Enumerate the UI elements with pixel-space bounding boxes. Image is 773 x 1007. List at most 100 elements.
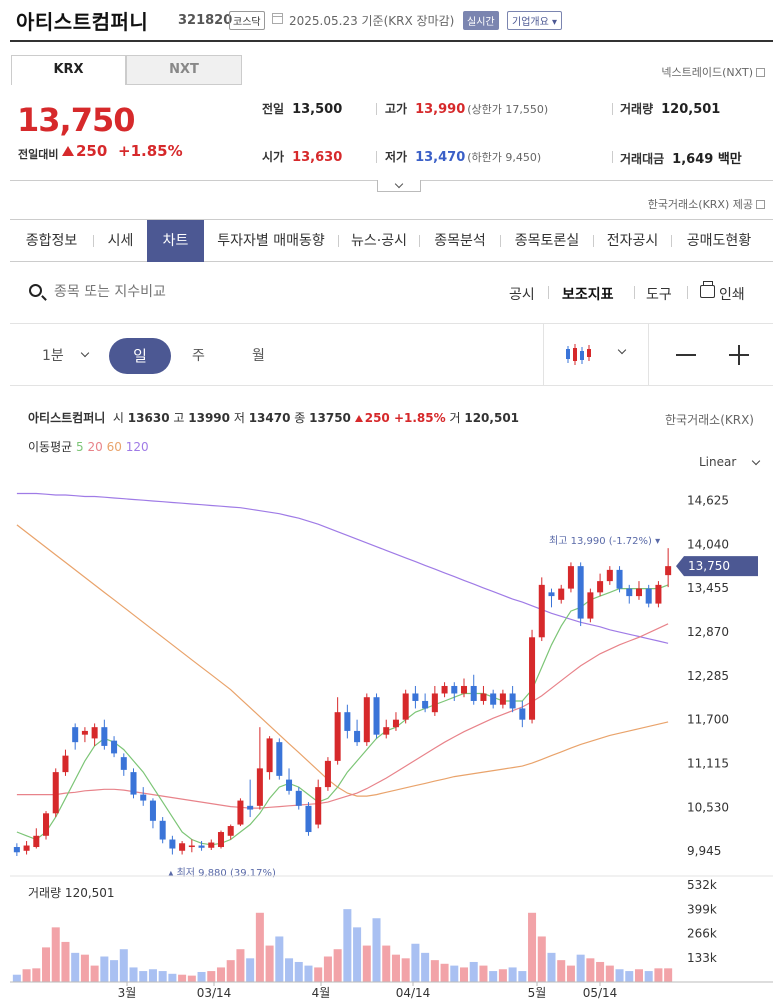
- nxt-link[interactable]: 넥스트레이드(NXT): [661, 64, 765, 80]
- volume-bar: [148, 969, 157, 982]
- candle: [577, 566, 584, 619]
- candle: [363, 697, 370, 743]
- low-label: 저: [233, 411, 245, 425]
- candle: [635, 588, 642, 597]
- tab-nxt[interactable]: NXT: [126, 55, 242, 85]
- candle: [159, 820, 166, 840]
- change-percent: +1.85%: [118, 142, 183, 160]
- close-label: 종: [294, 411, 306, 425]
- volume-bar: [178, 974, 187, 982]
- tab-krx[interactable]: KRX: [11, 55, 126, 85]
- tool-disclosure[interactable]: 공시: [509, 287, 535, 303]
- trade-amount-value: 1,649 백만: [672, 152, 742, 167]
- x-tick-label: 4월: [312, 986, 331, 1000]
- divider: [338, 235, 339, 247]
- tab-analysis[interactable]: 종목분석: [434, 233, 486, 249]
- candle: [101, 727, 108, 746]
- tab-news[interactable]: 뉴스·공시: [351, 233, 407, 249]
- period-week[interactable]: 주: [192, 348, 205, 364]
- volume-bar: [508, 967, 517, 982]
- tab-discussion[interactable]: 종목토론실: [514, 233, 580, 249]
- period-minute[interactable]: 1분: [42, 348, 64, 364]
- up-arrow-icon: [62, 146, 74, 156]
- current-price: 13,750: [17, 101, 135, 139]
- volume-bar: [343, 909, 352, 982]
- x-tick-label: 03/14: [197, 986, 232, 1000]
- main-nav: 종합정보 시세 차트 투자자별 매매동향 뉴스·공시 종목분석 종목토론실 전자…: [10, 219, 773, 262]
- candle: [373, 697, 380, 735]
- volume-bar: [119, 949, 128, 982]
- company-overview-dropdown[interactable]: 기업개요 ▾: [507, 11, 563, 30]
- x-tick-label: 5월: [528, 986, 547, 1000]
- tool-drawing[interactable]: 도구: [646, 287, 672, 303]
- volume-title: 거래량 120,501: [28, 886, 115, 900]
- live-badge[interactable]: 실시간: [463, 11, 499, 30]
- change-label: 전일대비: [18, 148, 59, 161]
- candle: [383, 727, 390, 735]
- candlestick-icon[interactable]: [565, 343, 595, 367]
- divider: [687, 286, 688, 299]
- zoom-in-button[interactable]: [729, 347, 749, 363]
- volume-bar: [187, 975, 196, 982]
- ma5-legend: 5: [76, 440, 84, 454]
- candle: [179, 843, 186, 851]
- candle: [276, 742, 283, 776]
- open-label: 시: [112, 411, 124, 425]
- low-value: 13470: [248, 411, 291, 425]
- zoom-out-button[interactable]: [676, 354, 696, 356]
- data-provider[interactable]: 한국거래소(KRX) 제공: [648, 196, 765, 212]
- current-price-tag: [676, 556, 758, 577]
- volume-bar: [586, 958, 595, 982]
- volume-bar: [216, 967, 226, 982]
- volume-bar: [12, 974, 21, 982]
- external-link-icon: [756, 200, 765, 209]
- divider: [612, 103, 613, 115]
- volume-bar: [110, 960, 119, 982]
- volume-bar: [353, 927, 362, 982]
- expand-toggle[interactable]: [377, 180, 421, 192]
- ma120-legend: 120: [125, 440, 149, 454]
- candle: [208, 842, 215, 848]
- tab-price[interactable]: 시세: [107, 233, 134, 249]
- x-tick-label: 05/14: [583, 986, 618, 1000]
- tool-print[interactable]: 인쇄: [719, 287, 745, 303]
- scale-selector[interactable]: Linear: [699, 455, 737, 469]
- search-icon[interactable]: [29, 284, 42, 297]
- candle: [665, 566, 672, 576]
- volume-bar: [304, 965, 313, 982]
- open-value: 13,630: [292, 150, 343, 165]
- volume-bar: [90, 965, 99, 982]
- volume-bar: [61, 941, 70, 982]
- volume-bar: [255, 912, 264, 982]
- divider: [648, 324, 649, 385]
- high-value: 13990: [188, 411, 230, 425]
- moving-average-legend[interactable]: 이동평균 5 20 60 120: [28, 438, 149, 455]
- market-badge: 코스닥: [229, 11, 265, 30]
- candle: [451, 685, 458, 694]
- candle: [529, 637, 536, 720]
- prev-close-value: 13,500: [292, 102, 343, 117]
- volume-bar: [557, 960, 566, 982]
- print-icon[interactable]: [700, 281, 715, 298]
- volume-bar: [634, 969, 643, 982]
- open-label: 시가: [262, 150, 285, 164]
- volume-tick-label: 133k: [687, 951, 717, 965]
- tab-investor-trend[interactable]: 투자자별 매매동향: [217, 233, 325, 249]
- volume-bar: [664, 968, 673, 982]
- divider: [419, 235, 420, 247]
- volume-bar: [469, 961, 478, 982]
- period-month[interactable]: 월: [252, 348, 265, 364]
- divider: [376, 103, 377, 115]
- compare-search-input[interactable]: [54, 281, 294, 303]
- candle: [149, 800, 156, 821]
- external-link-icon: [756, 68, 765, 77]
- tab-disclosure[interactable]: 전자공시: [606, 233, 659, 249]
- period-day[interactable]: 일: [109, 338, 171, 374]
- tab-chart[interactable]: 차트: [147, 220, 204, 262]
- tab-overview[interactable]: 종합정보: [25, 233, 78, 249]
- upper-limit: (상한가 17,550): [467, 103, 549, 116]
- volume-bar: [22, 969, 31, 982]
- tab-short-selling[interactable]: 공매도현황: [686, 233, 752, 249]
- tool-indicators[interactable]: 보조지표: [562, 287, 614, 303]
